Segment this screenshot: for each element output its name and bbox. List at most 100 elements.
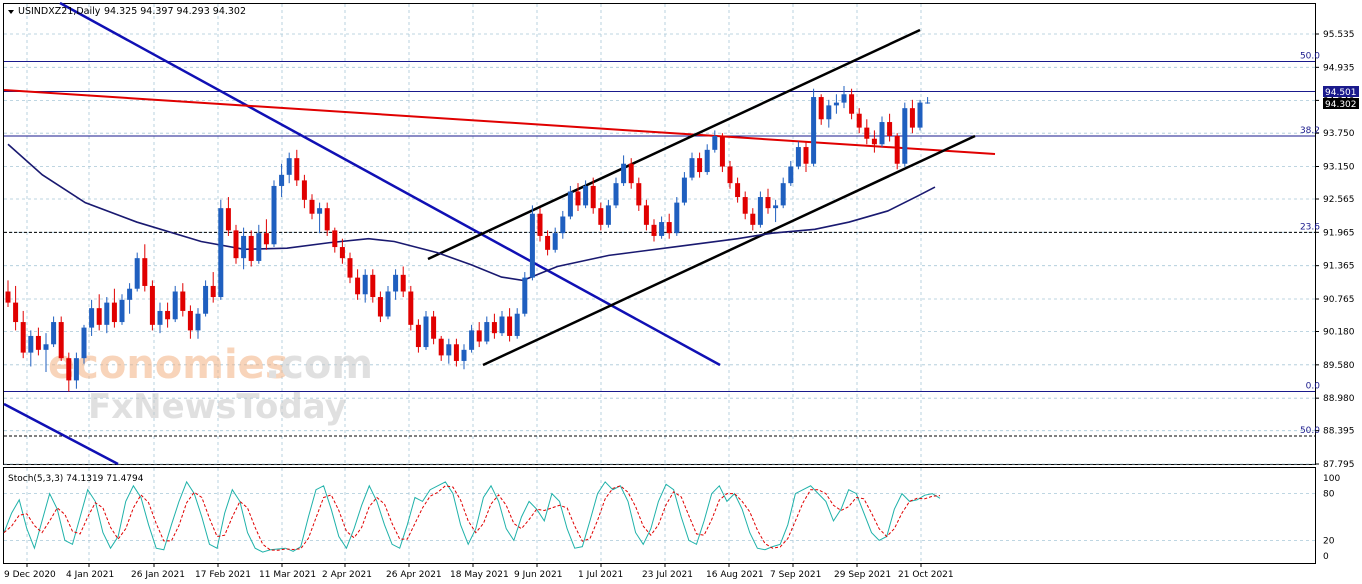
candle-body: [704, 149, 710, 173]
stoch-tick-label: 100: [1323, 474, 1340, 484]
x-tick-label: 7 Sep 2021: [770, 570, 821, 580]
candle-body: [317, 208, 323, 214]
y-tick-label: 91.365: [1323, 262, 1355, 272]
main-pane-frame: [3, 3, 1316, 465]
candle-body: [491, 322, 497, 334]
level-price-label: 94.501: [1325, 88, 1357, 98]
candle-body: [833, 102, 839, 106]
level-price-box: [1323, 86, 1359, 97]
candle-body: [73, 358, 79, 381]
x-tick-label: 21 Oct 2021: [898, 570, 954, 580]
svg-text:.com: .com: [265, 342, 373, 388]
candle-body: [294, 158, 300, 181]
candle-body: [636, 183, 642, 206]
candle-body: [598, 208, 604, 225]
candle-body: [256, 233, 262, 261]
candle-body: [681, 177, 687, 203]
watermark: economies .com FxNewsToday: [48, 342, 373, 427]
candle-body: [765, 197, 771, 209]
candle-body: [218, 208, 224, 298]
stochastic-pane: Stoch(5,3,3) 74.1319 71.4794 100 80 20 0: [3, 474, 1340, 562]
candle-body: [180, 291, 186, 311]
candle-body: [583, 185, 589, 206]
channel-upper-line: [427, 28, 921, 261]
candle-body: [431, 316, 437, 339]
candle-body: [127, 288, 133, 300]
last-price-label: 94.302: [1325, 100, 1357, 110]
red-trendline: [3, 89, 996, 155]
x-tick-label: 18 May 2021: [450, 570, 509, 580]
stoch-tick-label: 0: [1323, 552, 1329, 562]
y-tick-label: 93.750: [1323, 129, 1355, 139]
candle-body: [13, 302, 19, 323]
fib-level-label: 50.0: [1300, 52, 1320, 62]
candle-body: [780, 183, 786, 206]
candle-body: [894, 135, 900, 164]
x-tick-label: 4 Jan 2021: [66, 570, 114, 580]
svg-text:economies: economies: [48, 342, 289, 388]
channel-lower-line: [482, 134, 976, 367]
candle-body: [909, 108, 915, 128]
x-tick-label: 2 Apr 2021: [322, 570, 372, 580]
candle-body: [263, 233, 269, 245]
candle-body: [773, 205, 779, 209]
candle-body: [795, 147, 801, 167]
candle-body: [826, 105, 832, 120]
x-tick-label: 9 Dec 2020: [4, 570, 56, 580]
candle-body: [5, 291, 11, 303]
candle-body: [332, 230, 338, 248]
candle-body: [887, 122, 893, 136]
x-tick-label: 23 Jul 2021: [642, 570, 693, 580]
candle-body: [621, 163, 627, 184]
candle-body: [96, 308, 102, 325]
candle-body: [172, 291, 178, 320]
fib-level-label: 38.2: [1300, 126, 1320, 136]
candle-body: [522, 277, 528, 314]
stoch-k-line: [3, 480, 941, 553]
candle-body: [286, 158, 292, 175]
x-tick-label: 29 Sep 2021: [834, 570, 891, 580]
candle-body: [279, 174, 285, 186]
candle-body: [157, 310, 163, 325]
trendlines: [3, 1, 996, 466]
candle-body: [119, 299, 125, 323]
candle-body: [727, 166, 733, 184]
candle-body: [111, 302, 117, 323]
candle-body: [58, 322, 64, 359]
candle-body: [864, 127, 870, 139]
x-tick-label: 17 Feb 2021: [195, 570, 251, 580]
x-tick-label: 9 Jun 2021: [514, 570, 562, 580]
candle-body: [301, 180, 307, 200]
y-tick-label: 91.965: [1323, 228, 1355, 238]
candle-body: [134, 258, 140, 289]
candle-body: [66, 358, 72, 381]
svg-text:FxNewsToday: FxNewsToday: [88, 387, 347, 427]
price-labels: 94.501 94.302: [1323, 86, 1359, 110]
candle-body: [742, 197, 748, 214]
candle-body: [233, 230, 239, 259]
candle-body: [575, 191, 581, 206]
candle-body: [879, 122, 885, 145]
stoch-d-line: [3, 485, 941, 551]
candle-body: [803, 147, 809, 164]
candle-body: [712, 135, 718, 150]
candle-body: [757, 197, 763, 225]
candle-body: [841, 94, 847, 103]
candle-body: [377, 297, 383, 317]
chart-header: USINDXZ21,Daily 94.325 94.397 94.293 94.…: [8, 6, 246, 17]
candle-body: [507, 316, 513, 336]
candle-body: [567, 191, 573, 217]
candle-body: [408, 291, 414, 325]
candle-body: [552, 233, 558, 250]
candle-body: [355, 277, 361, 295]
candle-body: [165, 310, 171, 320]
candle-body: [871, 138, 877, 145]
y-tick-label: 88.980: [1323, 394, 1355, 404]
candle-body: [651, 224, 657, 236]
symbol-header: USINDXZ21,Daily: [18, 6, 101, 17]
candle-body: [917, 102, 923, 128]
candle-body: [674, 202, 680, 234]
y-tick-label: 90.765: [1323, 295, 1355, 305]
candle-body: [241, 235, 247, 259]
symbol-menu-triangle-icon[interactable]: [8, 10, 14, 14]
